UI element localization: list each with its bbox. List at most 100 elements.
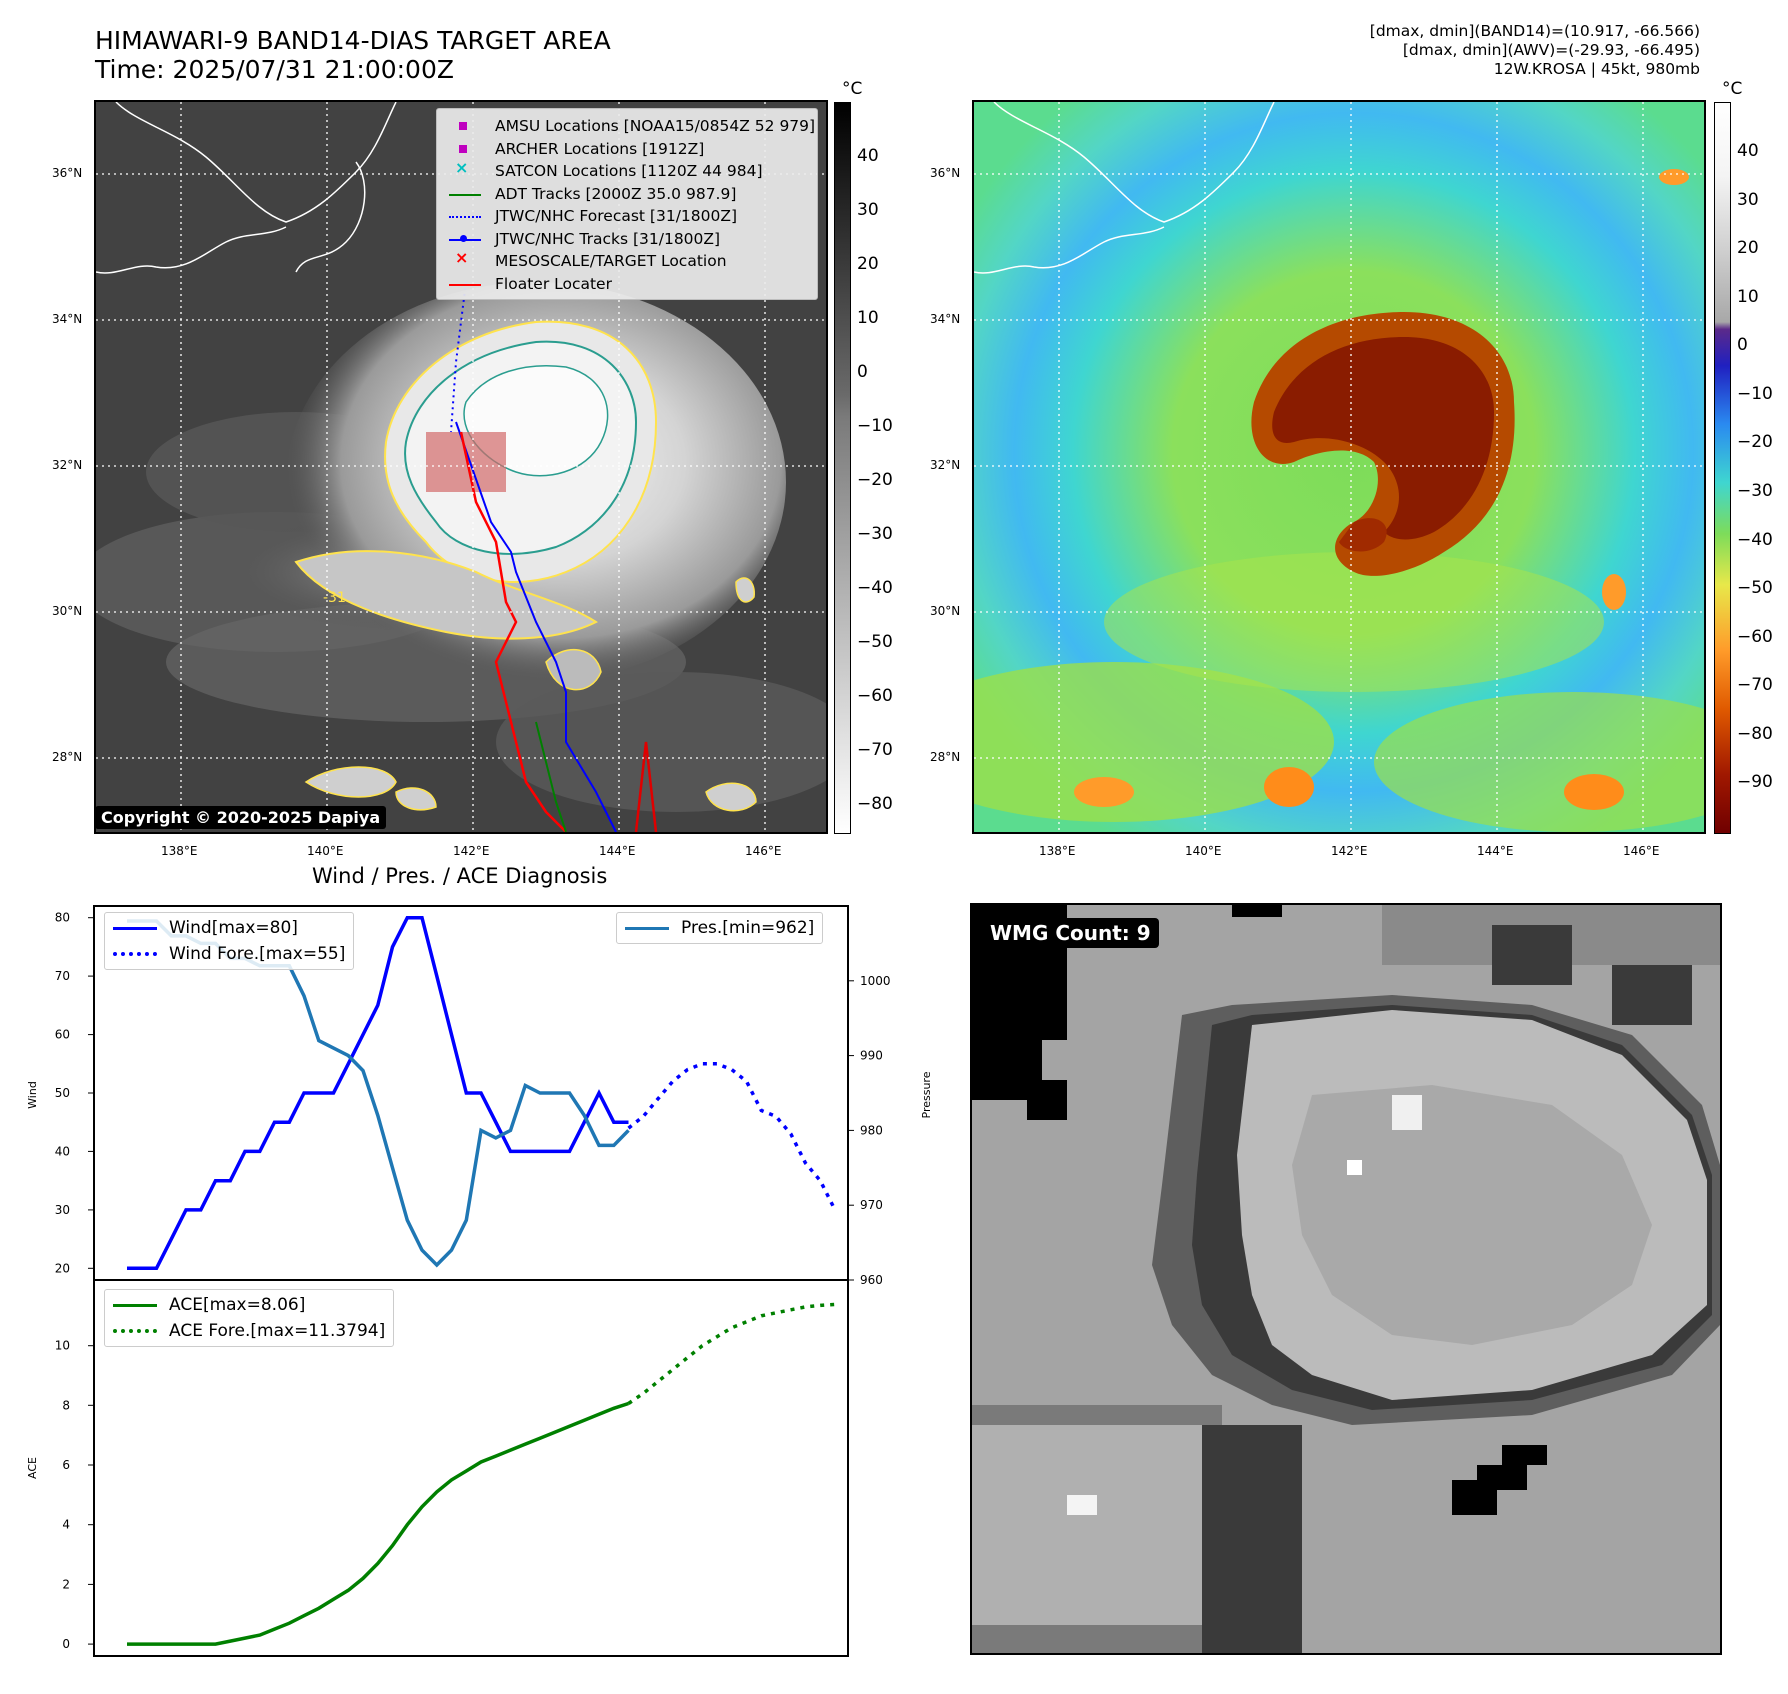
lat-label: 28°N: [52, 750, 83, 764]
legend-item-jtwc-tracks: JTWC/NHC Tracks [31/1800Z]: [445, 228, 807, 251]
axis-tick-label: 70: [55, 969, 70, 983]
wv-image: [974, 102, 1704, 832]
colorbar-tick: −10: [857, 416, 893, 436]
colorbar-tick: 30: [857, 200, 879, 220]
legend-label: Pres.[min=962]: [681, 918, 815, 938]
colorbar-tick: −80: [857, 794, 893, 814]
legend-label: Floater Locater: [495, 274, 612, 293]
lon-label: 146°E: [1623, 844, 1660, 858]
axis-tick-label: 980: [860, 1123, 883, 1137]
lat-label: 32°N: [930, 458, 961, 472]
lat-label: 32°N: [52, 458, 83, 472]
dotted-line-icon: [445, 206, 485, 226]
ace-forecast-series-line: [627, 1302, 836, 1405]
x-marker-icon: ×: [455, 248, 469, 268]
info-line-3: 12W.KROSA | 45kt, 980mb: [1493, 60, 1700, 78]
axis-tick-label: 50: [55, 1086, 70, 1100]
lat-label: 36°N: [930, 166, 961, 180]
lon-label: 144°E: [599, 844, 636, 858]
wind-axis-label: Wind: [26, 1081, 39, 1109]
lon-label: 144°E: [1477, 844, 1514, 858]
legend-label: Wind Fore.[max=55]: [169, 944, 346, 964]
colorbar-tick: 40: [857, 146, 879, 166]
line-icon: [445, 274, 485, 294]
axis-tick-label: 4: [62, 1518, 70, 1532]
water-vapor-panel: [972, 100, 1706, 834]
axis-tick-label: 30: [55, 1203, 70, 1217]
legend-item-jtwc-forecast: JTWC/NHC Forecast [31/1800Z]: [445, 205, 807, 228]
legend-item-ace: ACE[max=8.06]: [113, 1292, 385, 1318]
axis-tick-label: 80: [55, 911, 70, 925]
ace-series-line: [127, 1401, 630, 1646]
colorbar-tick: −60: [857, 686, 893, 706]
axis-tick-label: 0: [62, 1637, 70, 1651]
axis-tick-label: 60: [55, 1028, 70, 1042]
ir-colorbar-unit: °C: [842, 79, 863, 99]
ace-axis-label: ACE: [26, 1457, 39, 1479]
legend-label: ADT Tracks [2000Z 35.0 987.9]: [495, 184, 737, 203]
colorbar-tick: 0: [857, 362, 868, 382]
legend-label: Wind[max=80]: [169, 918, 298, 938]
axis-tick-label: 8: [62, 1398, 70, 1412]
legend-item-floater: Floater Locater: [445, 273, 807, 296]
lon-label: 146°E: [745, 844, 782, 858]
axis-tick-label: 2: [62, 1577, 70, 1591]
colorbar-tick: −10: [1737, 384, 1773, 404]
line-dot-icon: [445, 229, 485, 249]
title-line-2: Time: 2025/07/31 21:00:00Z: [95, 55, 454, 84]
legend-item-adt: ADT Tracks [2000Z 35.0 987.9]: [445, 183, 807, 206]
line-icon: [445, 184, 485, 204]
axis-tick-label: 960: [860, 1273, 883, 1287]
wv-colorbar: [1714, 102, 1731, 834]
dotted-line-icon: [113, 1329, 157, 1333]
info-line-1: [dmax, dmin](BAND14)=(10.917, -66.566): [1369, 22, 1700, 40]
lat-label: 34°N: [52, 312, 83, 326]
colorbar-tick: −90: [1737, 772, 1773, 792]
colorbar-tick: −40: [857, 578, 893, 598]
legend-item-wind: Wind[max=80]: [113, 915, 345, 941]
colorbar-tick: −60: [1737, 627, 1773, 647]
lon-label: 138°E: [1039, 844, 1076, 858]
legend-label: SATCON Locations [1120Z 44 984]: [495, 162, 763, 180]
solid-line-icon: [625, 926, 669, 930]
legend-item-amsu: AMSU Locations [NOAA15/0854Z 52 979]: [445, 115, 815, 138]
legend-label: JTWC/NHC Forecast [31/1800Z]: [495, 207, 738, 225]
wmg-count-badge: WMG Count: 9: [982, 918, 1159, 948]
ir-colorbar: [834, 102, 851, 834]
lon-label: 142°E: [453, 844, 490, 858]
legend-item-satcon: × SATCON Locations [1120Z 44 984]: [445, 158, 807, 183]
colorbar-tick: −40: [1737, 530, 1773, 550]
info-line-2: [dmax, dmin](AWV)=(-29.93, -66.495): [1402, 41, 1700, 59]
lat-label: 28°N: [930, 750, 961, 764]
axis-tick-label: 20: [55, 1261, 70, 1275]
axis-tick-label: 1000: [860, 974, 891, 988]
colorbar-tick: 40: [1737, 141, 1759, 161]
colorbar-tick: −30: [857, 524, 893, 544]
colorbar-tick: −30: [1737, 481, 1773, 501]
legend-item-ace-fore: ACE Fore.[max=11.3794]: [113, 1318, 385, 1344]
diagnosis-title: Wind / Pres. / ACE Diagnosis: [312, 864, 608, 888]
colorbar-tick: −50: [1737, 578, 1773, 598]
contour-label: -31: [323, 590, 346, 606]
colorbar-tick: −80: [1737, 724, 1773, 744]
lat-label: 36°N: [52, 166, 83, 180]
square-marker-icon: [445, 116, 485, 136]
colorbar-tick: −20: [857, 470, 893, 490]
solid-line-icon: [113, 926, 157, 930]
wind-legend: Wind[max=80] Wind Fore.[max=55]: [104, 912, 355, 970]
pressure-legend: Pres.[min=962]: [616, 912, 824, 944]
colorbar-tick: −20: [1737, 432, 1773, 452]
lat-label: 30°N: [930, 604, 961, 618]
colorbar-tick: −70: [857, 740, 893, 760]
colorbar-tick: 20: [1737, 238, 1759, 258]
legend-item-wind-fore: Wind Fore.[max=55]: [113, 941, 345, 967]
copyright-badge: Copyright © 2020-2025 Dapiya: [96, 806, 387, 829]
lon-label: 142°E: [1331, 844, 1368, 858]
colorbar-tick: 10: [1737, 287, 1759, 307]
ace-legend: ACE[max=8.06] ACE Fore.[max=11.3794]: [104, 1289, 395, 1347]
square-marker-icon: [445, 139, 485, 159]
legend-item-pres: Pres.[min=962]: [625, 915, 814, 941]
title-line-1: HIMAWARI-9 BAND14-DIAS TARGET AREA: [95, 26, 611, 55]
series-layer: [127, 915, 837, 1646]
